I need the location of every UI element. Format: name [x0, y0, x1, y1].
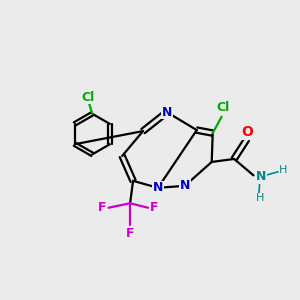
Text: F: F: [98, 201, 106, 214]
Text: F: F: [150, 201, 159, 214]
Text: F: F: [126, 226, 134, 240]
Text: N: N: [180, 179, 190, 192]
Text: H: H: [256, 194, 265, 203]
Text: Cl: Cl: [81, 91, 94, 104]
Text: Cl: Cl: [217, 101, 230, 114]
Text: N: N: [153, 181, 163, 194]
Text: N: N: [256, 170, 266, 183]
Text: H: H: [279, 165, 288, 175]
Text: N: N: [162, 106, 172, 119]
Text: O: O: [241, 125, 253, 139]
